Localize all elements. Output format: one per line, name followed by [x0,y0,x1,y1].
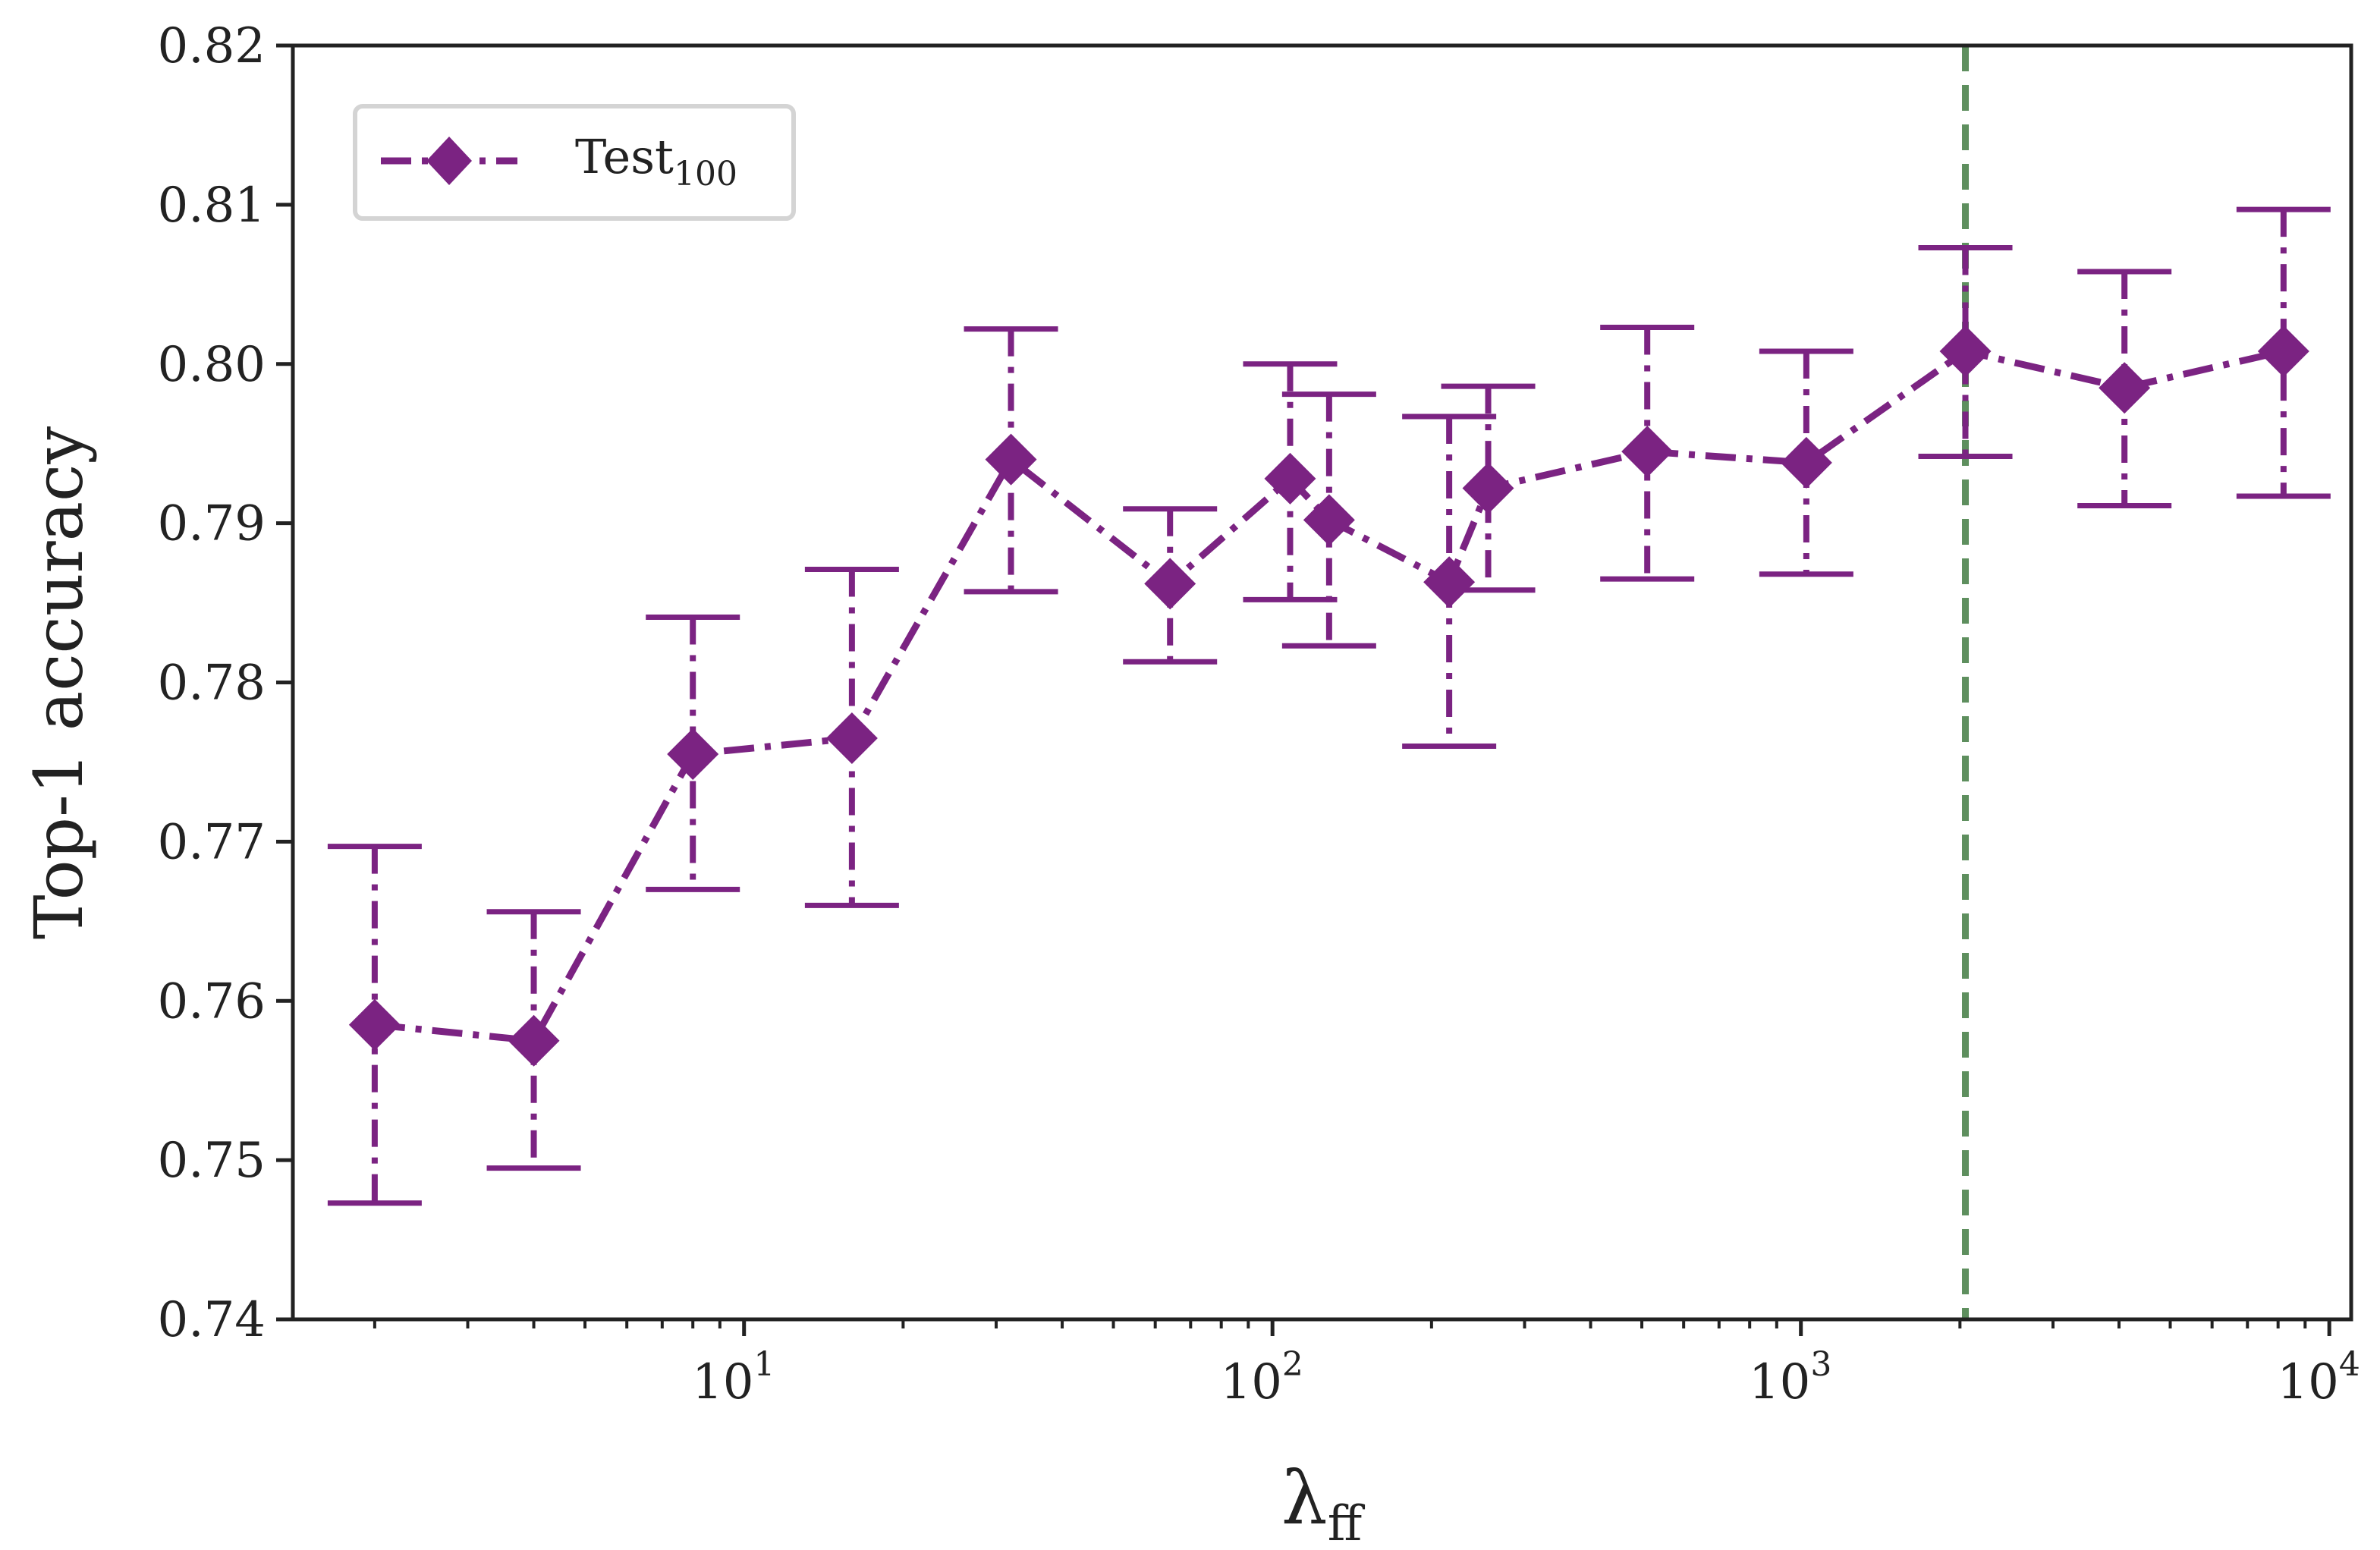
legend-label-main: Test [575,129,674,184]
data-point-marker [1423,556,1476,608]
data-point-marker [667,728,719,780]
x-axis-title-subscript: ff [1328,1496,1366,1550]
data-point-marker [1303,494,1355,546]
x-tick-label-base: 10 [692,1354,753,1410]
y-tick-label: 0.75 [158,1133,266,1189]
x-tick-label: 104 [2277,1345,2360,1410]
x-axis-ticks: 101 102 103 104 [692,1319,2360,1410]
data-point-marker [1264,452,1316,505]
x-tick-label-exponent: 3 [1810,1345,1831,1384]
data-point-marker [508,1014,560,1067]
y-tick-label: 0.79 [158,496,266,552]
x-axis-title: λff [1281,1456,1366,1550]
data-point-marker [2257,325,2309,377]
data-point-marker [1780,436,1832,489]
legend-label-subscript: 100 [674,155,737,193]
y-tick-label: 0.78 [158,656,266,712]
x-tick-label-base: 10 [1749,1354,1810,1410]
legend-box [353,104,796,221]
data-point-marker [1621,426,1674,478]
x-tick-label-base: 10 [1220,1354,1281,1410]
data-point-marker [1462,462,1514,514]
x-axis-title-symbol: λ [1281,1456,1328,1541]
y-tick-label: 0.82 [158,18,266,74]
x-tick-label-exponent: 4 [2339,1345,2360,1384]
series-test-100 [327,206,2331,1206]
y-tick-label: 0.74 [158,1292,266,1348]
legend-label: Test100 [575,129,737,193]
data-point-marker [985,433,1037,486]
data-point-marker [348,998,401,1051]
x-tick-label-exponent: 1 [753,1345,775,1384]
data-point-marker [825,712,878,764]
data-point-marker [1939,325,1992,377]
data-point-marker [2099,362,2151,414]
data-point-marker [1144,558,1196,610]
x-tick-label-exponent: 2 [1282,1345,1303,1384]
y-tick-label: 0.81 [158,178,266,234]
x-tick-label: 101 [692,1345,775,1410]
x-tick-label-base: 10 [2277,1354,2338,1410]
y-tick-label: 0.76 [158,973,266,1030]
y-axis-title: Top-1 accuracy [20,426,98,939]
x-tick-label: 103 [1749,1345,1831,1410]
x-tick-label: 102 [1220,1345,1303,1410]
legend-diamond-marker [426,137,472,185]
series-layer [327,206,2331,1206]
legend: Test100 [353,104,796,221]
y-tick-label: 0.77 [158,814,266,870]
y-axis-ticks: 0.74 0.75 0.76 0.77 0.78 0.79 0.80 0.81 0.82 [158,18,293,1348]
y-tick-label: 0.80 [158,337,266,393]
plot-frame [291,43,2353,1322]
